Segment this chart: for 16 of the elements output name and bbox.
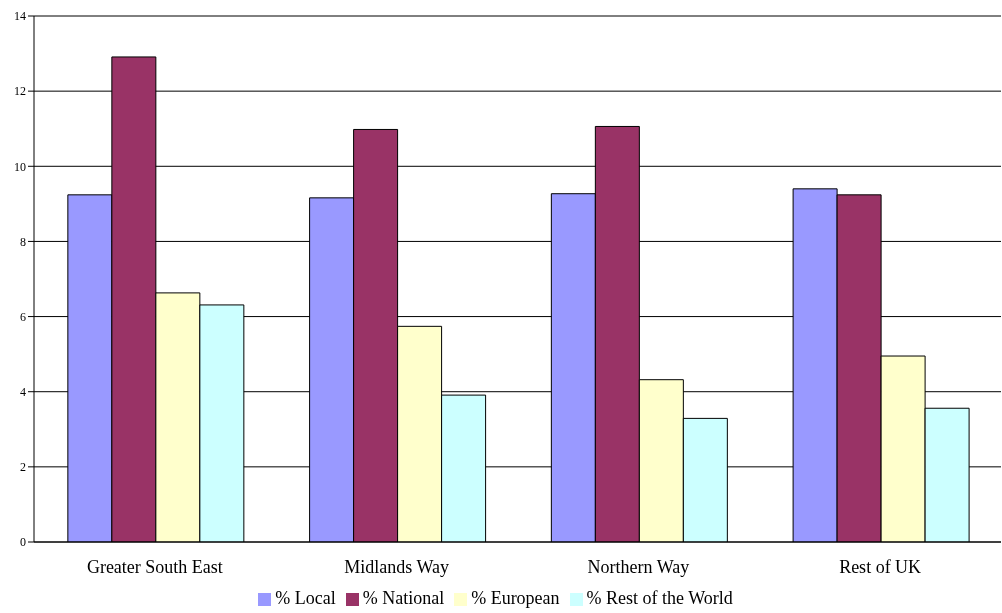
x-tick-label: Greater South East	[86, 556, 223, 577]
y-tick-label: 12	[14, 84, 26, 99]
legend-label: % European	[471, 588, 560, 608]
y-tick-label: 6	[20, 309, 26, 324]
legend-label: % National	[362, 588, 445, 608]
y-tick-label: 10	[14, 159, 26, 174]
y-tick-label: 2	[20, 460, 26, 475]
legend-label: % Local	[275, 588, 336, 608]
y-tick-label: 0	[20, 535, 26, 550]
legend-label: % Rest of the World	[586, 588, 733, 608]
x-tick-label: Rest of UK	[839, 556, 922, 577]
y-tick-label: 8	[20, 234, 26, 249]
x-tick-label: Northern Way	[587, 556, 690, 577]
x-tick-label: Midlands Way	[344, 556, 449, 577]
y-tick-label: 14	[14, 9, 26, 24]
y-tick-label: 4	[20, 384, 26, 399]
